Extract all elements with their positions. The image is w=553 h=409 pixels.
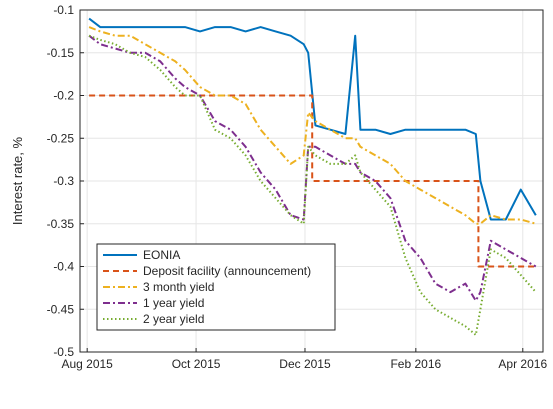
legend-label: 3 month yield: [143, 280, 214, 294]
legend-label: 2 year yield: [143, 312, 204, 326]
legend-label: Deposit facility (announcement): [143, 264, 311, 278]
y-tick-label: -0.1: [53, 3, 74, 17]
series-line: [88, 26, 537, 225]
series-line: [88, 34, 537, 336]
x-tick-label: Apr 2016: [498, 357, 547, 371]
x-tick-label: Feb 2016: [390, 357, 441, 371]
legend: EONIA Deposit facility (announcement) 3 mo…: [96, 243, 336, 331]
y-tick-label: -0.3: [53, 174, 74, 188]
y-axis-label: Interest rate, %: [10, 136, 25, 225]
y-tick-label: -0.4: [53, 260, 74, 274]
y-tick-label: -0.5: [53, 345, 74, 359]
x-tick-label: Dec 2015: [279, 357, 331, 371]
y-tick-label: -0.35: [47, 217, 75, 231]
y-tick-label: -0.15: [47, 46, 75, 60]
plot-frame: [79, 9, 544, 353]
legend-label: EONIA: [143, 248, 180, 262]
series-line: [89, 94, 536, 268]
series-line: [88, 34, 537, 302]
y-tick-label: -0.25: [47, 131, 75, 145]
y-tick-label: -0.2: [53, 89, 74, 103]
x-tick-label: Aug 2015: [61, 357, 113, 371]
y-tick-label: -0.45: [47, 302, 75, 316]
x-tick-label: Oct 2015: [172, 357, 221, 371]
series-line: [88, 17, 537, 221]
legend-label: 1 year yield: [143, 296, 204, 310]
legend-box: [96, 243, 336, 331]
